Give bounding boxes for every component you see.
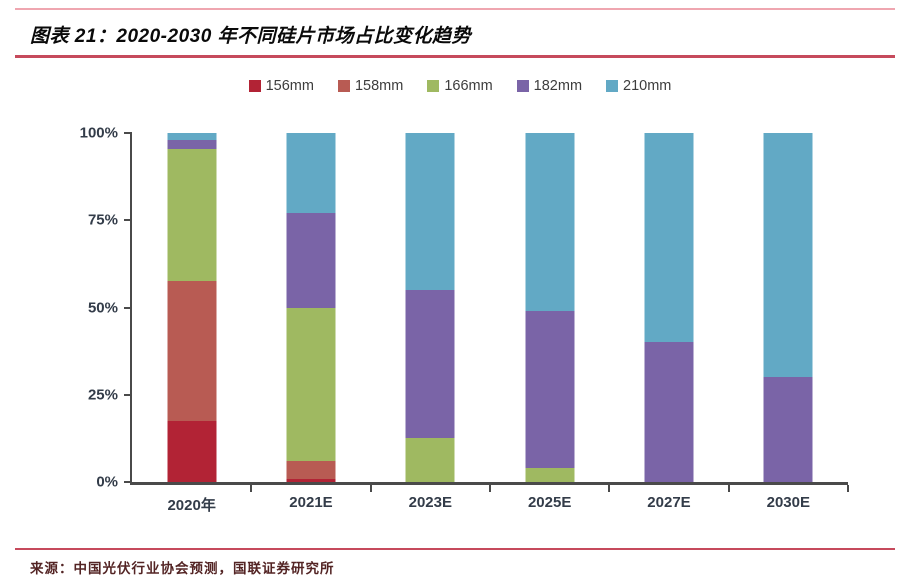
bar-segment-2030E-182mm [763,377,813,482]
legend-label-210mm: 210mm [623,78,672,94]
x-axis-tick-3 [489,485,491,492]
bar-segment-2023E-210mm [405,133,455,291]
bar-segment-2020年-158mm [167,281,217,421]
bar-column-2027E: 2027E [609,133,728,511]
legend-item-166mm: 166mm [427,78,493,94]
y-axis-tick-75 [124,219,132,222]
x-axis-label-2023E: 2023E [408,494,452,511]
y-axis-tick-50 [124,306,132,309]
bar-segment-2027E-182mm [644,342,694,482]
legend-item-182mm: 182mm [516,78,583,94]
bar-segment-2025E-166mm [525,468,575,482]
plot-area: 0% 25% 50% 75% 100% 2020年 2021E 2023E 2025E 2027E… [80,126,849,514]
x-axis-label-2027E: 2027E [647,494,691,511]
bar-segment-2021E-182mm [286,213,336,308]
x-axis-label-2025E: 2025E [527,494,572,511]
bar-segment-2020年-182mm [167,140,217,149]
x-axis-tick-5 [727,485,730,492]
bar-column-2023E: 2023E [371,133,490,511]
x-axis-tick-6 [847,485,849,492]
legend-item-158mm: 158mm [337,78,404,94]
legend-label-182mm: 182mm [533,78,583,94]
bar-segment-2020年-166mm [167,148,217,282]
y-axis-label-25: 25% [87,386,118,404]
y-axis-label-0: 0% [96,473,118,491]
legend-swatch-210mm [606,80,619,92]
legend-swatch-182mm [516,80,529,92]
y-axis-tick-0 [124,481,132,483]
bar-segment-2021E-166mm [286,307,336,462]
bar-segment-2021E-210mm [286,133,336,214]
y-axis-label-100: 100% [79,124,118,142]
bar-2025E [525,133,575,482]
legend-label-158mm: 158mm [354,78,404,94]
bar-segment-2027E-210mm [644,133,694,343]
legend-item-156mm: 156mm [248,78,314,94]
legend-item-210mm: 210mm [606,78,671,94]
y-axis-label-75: 75% [87,211,118,229]
y-axis-tick-100 [124,132,132,134]
bar-segment-2023E-182mm [405,290,455,439]
x-axis-tick-1 [250,485,253,492]
bar-2030E [763,133,813,482]
title-rule [15,55,895,58]
bar-segment-2020年-156mm [167,420,217,482]
bar-segment-2023E-166mm [405,438,455,482]
bar-2021E [286,133,336,482]
bar-segment-2025E-182mm [525,311,575,469]
bar-2023E [405,133,455,482]
x-axis-label-2021E: 2021E [289,494,333,511]
bar-segment-2025E-210mm [525,133,575,311]
bar-segment-2021E-156mm [286,478,336,482]
legend-swatch-156mm [248,80,261,92]
bar-column-2021E: 2021E [251,133,370,511]
bar-segment-2021E-158mm [286,461,336,479]
legend-label-166mm: 166mm [444,78,493,94]
x-axis-tick-4 [608,485,611,492]
bar-segment-2020年-210mm [167,133,217,141]
legend: 156mm 158mm 166mm 182mm 210mm [0,76,900,96]
y-axis-label-50: 50% [87,299,118,316]
bar-2020年 [167,133,217,482]
footer-rule [15,548,895,550]
legend-swatch-158mm [337,80,350,92]
y-axis-tick-25 [124,393,132,396]
top-rule [15,8,895,10]
x-axis-tick-2 [369,485,372,492]
bar-2027E [644,133,694,482]
legend-label-156mm: 156mm [265,78,314,94]
x-axis-label-2020年: 2020年 [167,497,216,514]
legend-swatch-166mm [427,80,440,92]
x-axis-label-2030E: 2030E [766,494,810,511]
bar-column-2030E: 2030E [729,133,848,511]
footer-source: 来源：中国光伏行业协会预测，国联证券研究所 [30,561,335,576]
bar-column-2025E: 2025E [490,133,609,511]
chart-title: 图表 21：2020-2030 年不同硅片市场占比变化趋势 [30,26,472,47]
bar-column-2020年: 2020年 [132,133,251,514]
bar-segment-2030E-210mm [763,133,813,378]
